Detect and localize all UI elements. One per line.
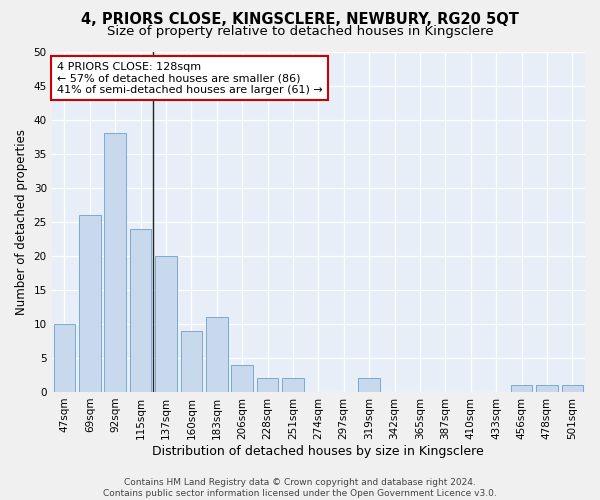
Bar: [155, 256, 177, 392]
X-axis label: Distribution of detached houses by size in Kingsclere: Distribution of detached houses by size …: [152, 444, 484, 458]
Bar: [282, 378, 304, 392]
Bar: [104, 133, 126, 392]
Text: Size of property relative to detached houses in Kingsclere: Size of property relative to detached ho…: [107, 25, 493, 38]
Bar: [181, 330, 202, 392]
Bar: [232, 364, 253, 392]
Bar: [562, 385, 583, 392]
Bar: [358, 378, 380, 392]
Text: 4, PRIORS CLOSE, KINGSCLERE, NEWBURY, RG20 5QT: 4, PRIORS CLOSE, KINGSCLERE, NEWBURY, RG…: [81, 12, 519, 28]
Bar: [257, 378, 278, 392]
Text: 4 PRIORS CLOSE: 128sqm
← 57% of detached houses are smaller (86)
41% of semi-det: 4 PRIORS CLOSE: 128sqm ← 57% of detached…: [57, 62, 323, 95]
Bar: [206, 317, 227, 392]
Bar: [79, 215, 101, 392]
Bar: [130, 228, 151, 392]
Bar: [536, 385, 557, 392]
Y-axis label: Number of detached properties: Number of detached properties: [15, 128, 28, 314]
Bar: [511, 385, 532, 392]
Text: Contains HM Land Registry data © Crown copyright and database right 2024.
Contai: Contains HM Land Registry data © Crown c…: [103, 478, 497, 498]
Bar: [53, 324, 75, 392]
